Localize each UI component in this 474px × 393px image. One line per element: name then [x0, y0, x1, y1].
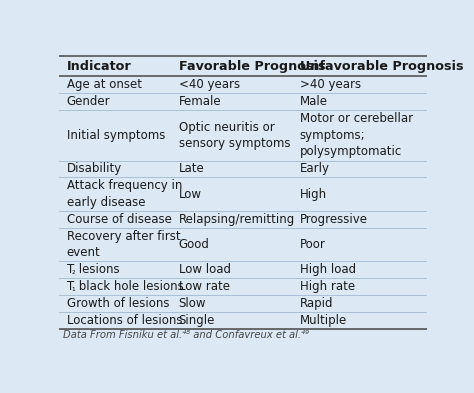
Text: Early: Early — [300, 162, 330, 175]
Text: ₂: ₂ — [72, 267, 75, 276]
Text: Data From Fisniku et al.⁴⁸ and Confavreux et al.⁴⁹: Data From Fisniku et al.⁴⁸ and Confavreu… — [63, 331, 309, 340]
Text: High: High — [300, 188, 327, 201]
Text: Progressive: Progressive — [300, 213, 368, 226]
Text: Disability: Disability — [66, 162, 122, 175]
Text: Late: Late — [179, 162, 204, 175]
Text: black hole lesions: black hole lesions — [75, 280, 184, 293]
Text: Poor: Poor — [300, 238, 326, 251]
Text: Course of disease: Course of disease — [66, 213, 172, 226]
Text: Single: Single — [179, 314, 215, 327]
Text: Motor or cerebellar
symptoms;
polysymptomatic: Motor or cerebellar symptoms; polysympto… — [300, 112, 413, 158]
Text: T: T — [66, 263, 74, 276]
Text: Male: Male — [300, 95, 328, 108]
Text: Slow: Slow — [179, 297, 206, 310]
Text: Age at onset: Age at onset — [66, 78, 142, 91]
Text: Unfavorable Prognosis: Unfavorable Prognosis — [300, 60, 464, 73]
Text: Low: Low — [179, 188, 201, 201]
Text: Low rate: Low rate — [179, 280, 229, 293]
Text: Relapsing/remitting: Relapsing/remitting — [179, 213, 295, 226]
Text: Low load: Low load — [179, 263, 231, 276]
Text: Good: Good — [179, 238, 210, 251]
Text: Optic neuritis or
sensory symptoms: Optic neuritis or sensory symptoms — [179, 121, 290, 150]
Text: Gender: Gender — [66, 95, 110, 108]
Text: T: T — [66, 280, 74, 293]
Text: High load: High load — [300, 263, 356, 276]
Text: >40 years: >40 years — [300, 78, 361, 91]
Text: Indicator: Indicator — [66, 60, 131, 73]
Text: Multiple: Multiple — [300, 314, 347, 327]
Text: lesions: lesions — [75, 263, 120, 276]
Text: Favorable Prognosis: Favorable Prognosis — [179, 60, 325, 73]
Text: Growth of lesions: Growth of lesions — [66, 297, 169, 310]
Text: Initial symptoms: Initial symptoms — [66, 129, 165, 142]
Text: ₁: ₁ — [72, 284, 75, 293]
Text: Attack frequency in
early disease: Attack frequency in early disease — [66, 180, 182, 209]
Text: Locations of lesions: Locations of lesions — [66, 314, 182, 327]
Text: Recovery after first
event: Recovery after first event — [66, 230, 180, 259]
Text: <40 years: <40 years — [179, 78, 240, 91]
Text: Rapid: Rapid — [300, 297, 333, 310]
Text: Female: Female — [179, 95, 221, 108]
Text: High rate: High rate — [300, 280, 355, 293]
